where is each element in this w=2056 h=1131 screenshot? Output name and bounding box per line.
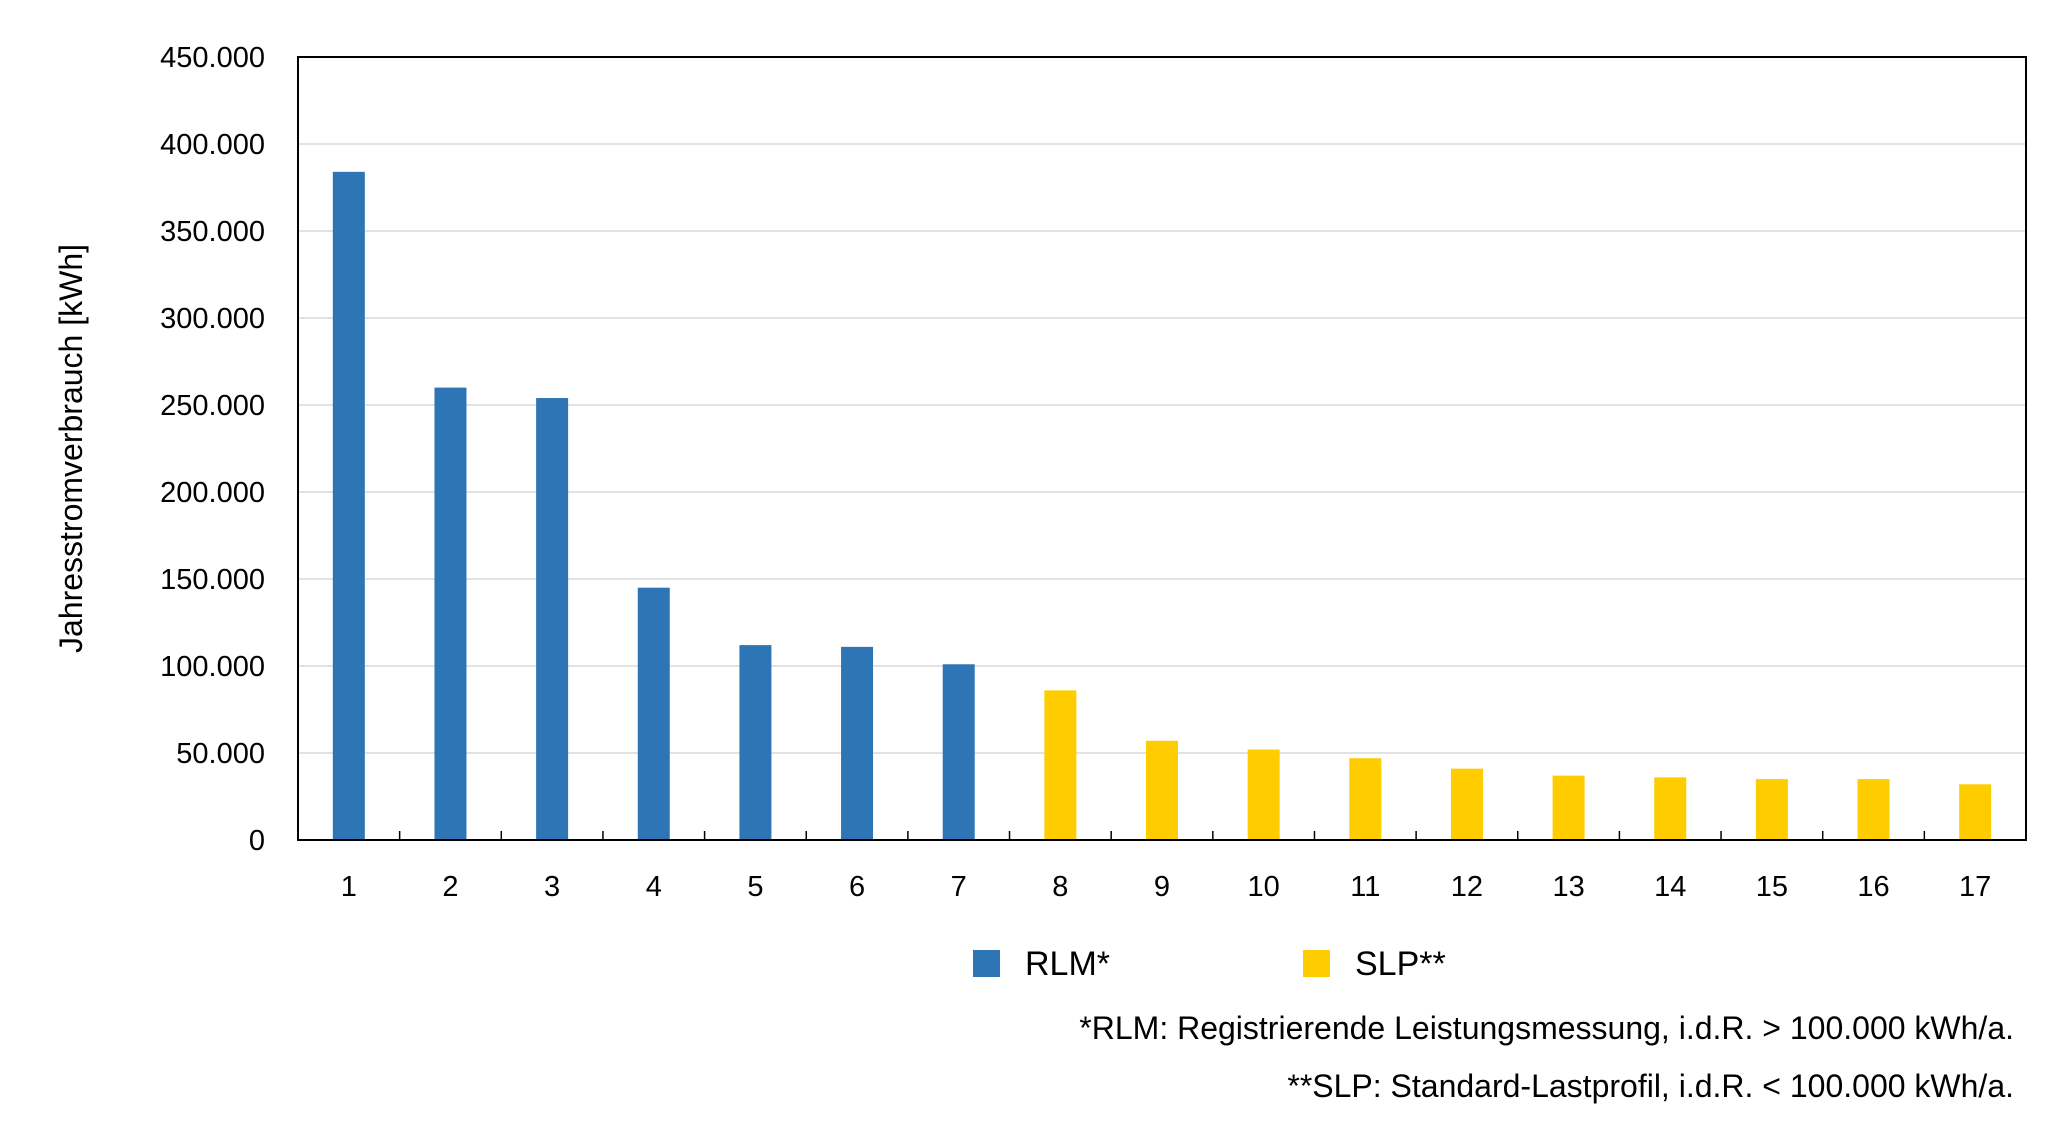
legend-swatch	[1303, 950, 1330, 977]
legend-label: SLP**	[1355, 945, 1446, 983]
footnote-slp: **SLP: Standard-Lastprofil, i.d.R. < 100…	[1287, 1068, 2014, 1104]
bar	[1654, 777, 1687, 840]
y-tick-label: 200.000	[160, 477, 265, 509]
x-tick-label: 11	[1350, 871, 1380, 903]
legend-swatch	[973, 950, 1000, 977]
footnote-rlm: *RLM: Registrierende Leistungsmessung, i…	[1079, 1010, 2014, 1046]
bar	[1247, 749, 1280, 840]
x-tick-label: 3	[544, 871, 560, 903]
bar	[332, 171, 365, 841]
x-tick-label: 14	[1654, 871, 1686, 903]
bar	[536, 398, 569, 840]
y-axis-label: Jahresstromverbrauch [kWh]	[53, 244, 89, 653]
bar	[1755, 779, 1788, 840]
legend: RLM* SLP**	[973, 945, 1446, 983]
y-tick-label: 400.000	[160, 129, 265, 161]
x-axis-tick-labels: 1 2 3 4 5 6 7 8 9 10 11 12 13 14 15 16 17	[341, 871, 1992, 903]
x-tick-label: 6	[849, 871, 865, 903]
bar	[1450, 768, 1483, 840]
x-tick-label: 13	[1552, 871, 1584, 903]
x-tick-label: 16	[1857, 871, 1889, 903]
y-tick-label: 150.000	[160, 564, 265, 596]
x-tick-label: 7	[951, 871, 967, 903]
legend-label: RLM*	[1025, 945, 1110, 983]
x-tick-label: 5	[747, 871, 763, 903]
y-tick-label: 250.000	[160, 390, 265, 422]
bar	[1044, 690, 1077, 840]
x-tick-label: 15	[1756, 871, 1788, 903]
y-tick-label: 0	[249, 825, 265, 857]
bar	[1349, 758, 1382, 840]
bar	[1146, 740, 1178, 840]
x-tick-label: 8	[1052, 871, 1068, 903]
bar	[637, 587, 670, 840]
y-tick-label: 350.000	[160, 216, 265, 248]
plot-area	[297, 56, 2027, 841]
bar	[1857, 779, 1890, 840]
y-tick-label: 450.000	[160, 42, 265, 74]
x-tick-label: 1	[341, 871, 357, 903]
x-tick-label: 2	[442, 871, 458, 903]
y-axis-tick-labels: 0 50.000 100.000 150.000 200.000 250.000 300.0…	[160, 42, 265, 857]
bar-chart: 0 50.000 100.000 150.000 200.000 250.000 300.0…	[53, 42, 2027, 983]
x-tick-label: 10	[1248, 871, 1280, 903]
x-tick-label: 9	[1154, 871, 1170, 903]
y-tick-label: 300.000	[160, 303, 265, 335]
bar	[1959, 784, 1992, 840]
x-axis-ticks	[398, 831, 1926, 840]
bars	[332, 171, 1992, 841]
bar	[1552, 775, 1585, 840]
gridlines	[298, 143, 2026, 754]
bar	[841, 646, 874, 840]
y-tick-label: 100.000	[160, 651, 265, 683]
x-tick-label: 4	[646, 871, 662, 903]
x-tick-label: 17	[1959, 871, 1991, 903]
bar	[942, 664, 975, 840]
bar	[434, 387, 467, 840]
x-tick-label: 12	[1451, 871, 1483, 903]
bar	[739, 645, 772, 840]
y-tick-label: 50.000	[176, 738, 265, 770]
